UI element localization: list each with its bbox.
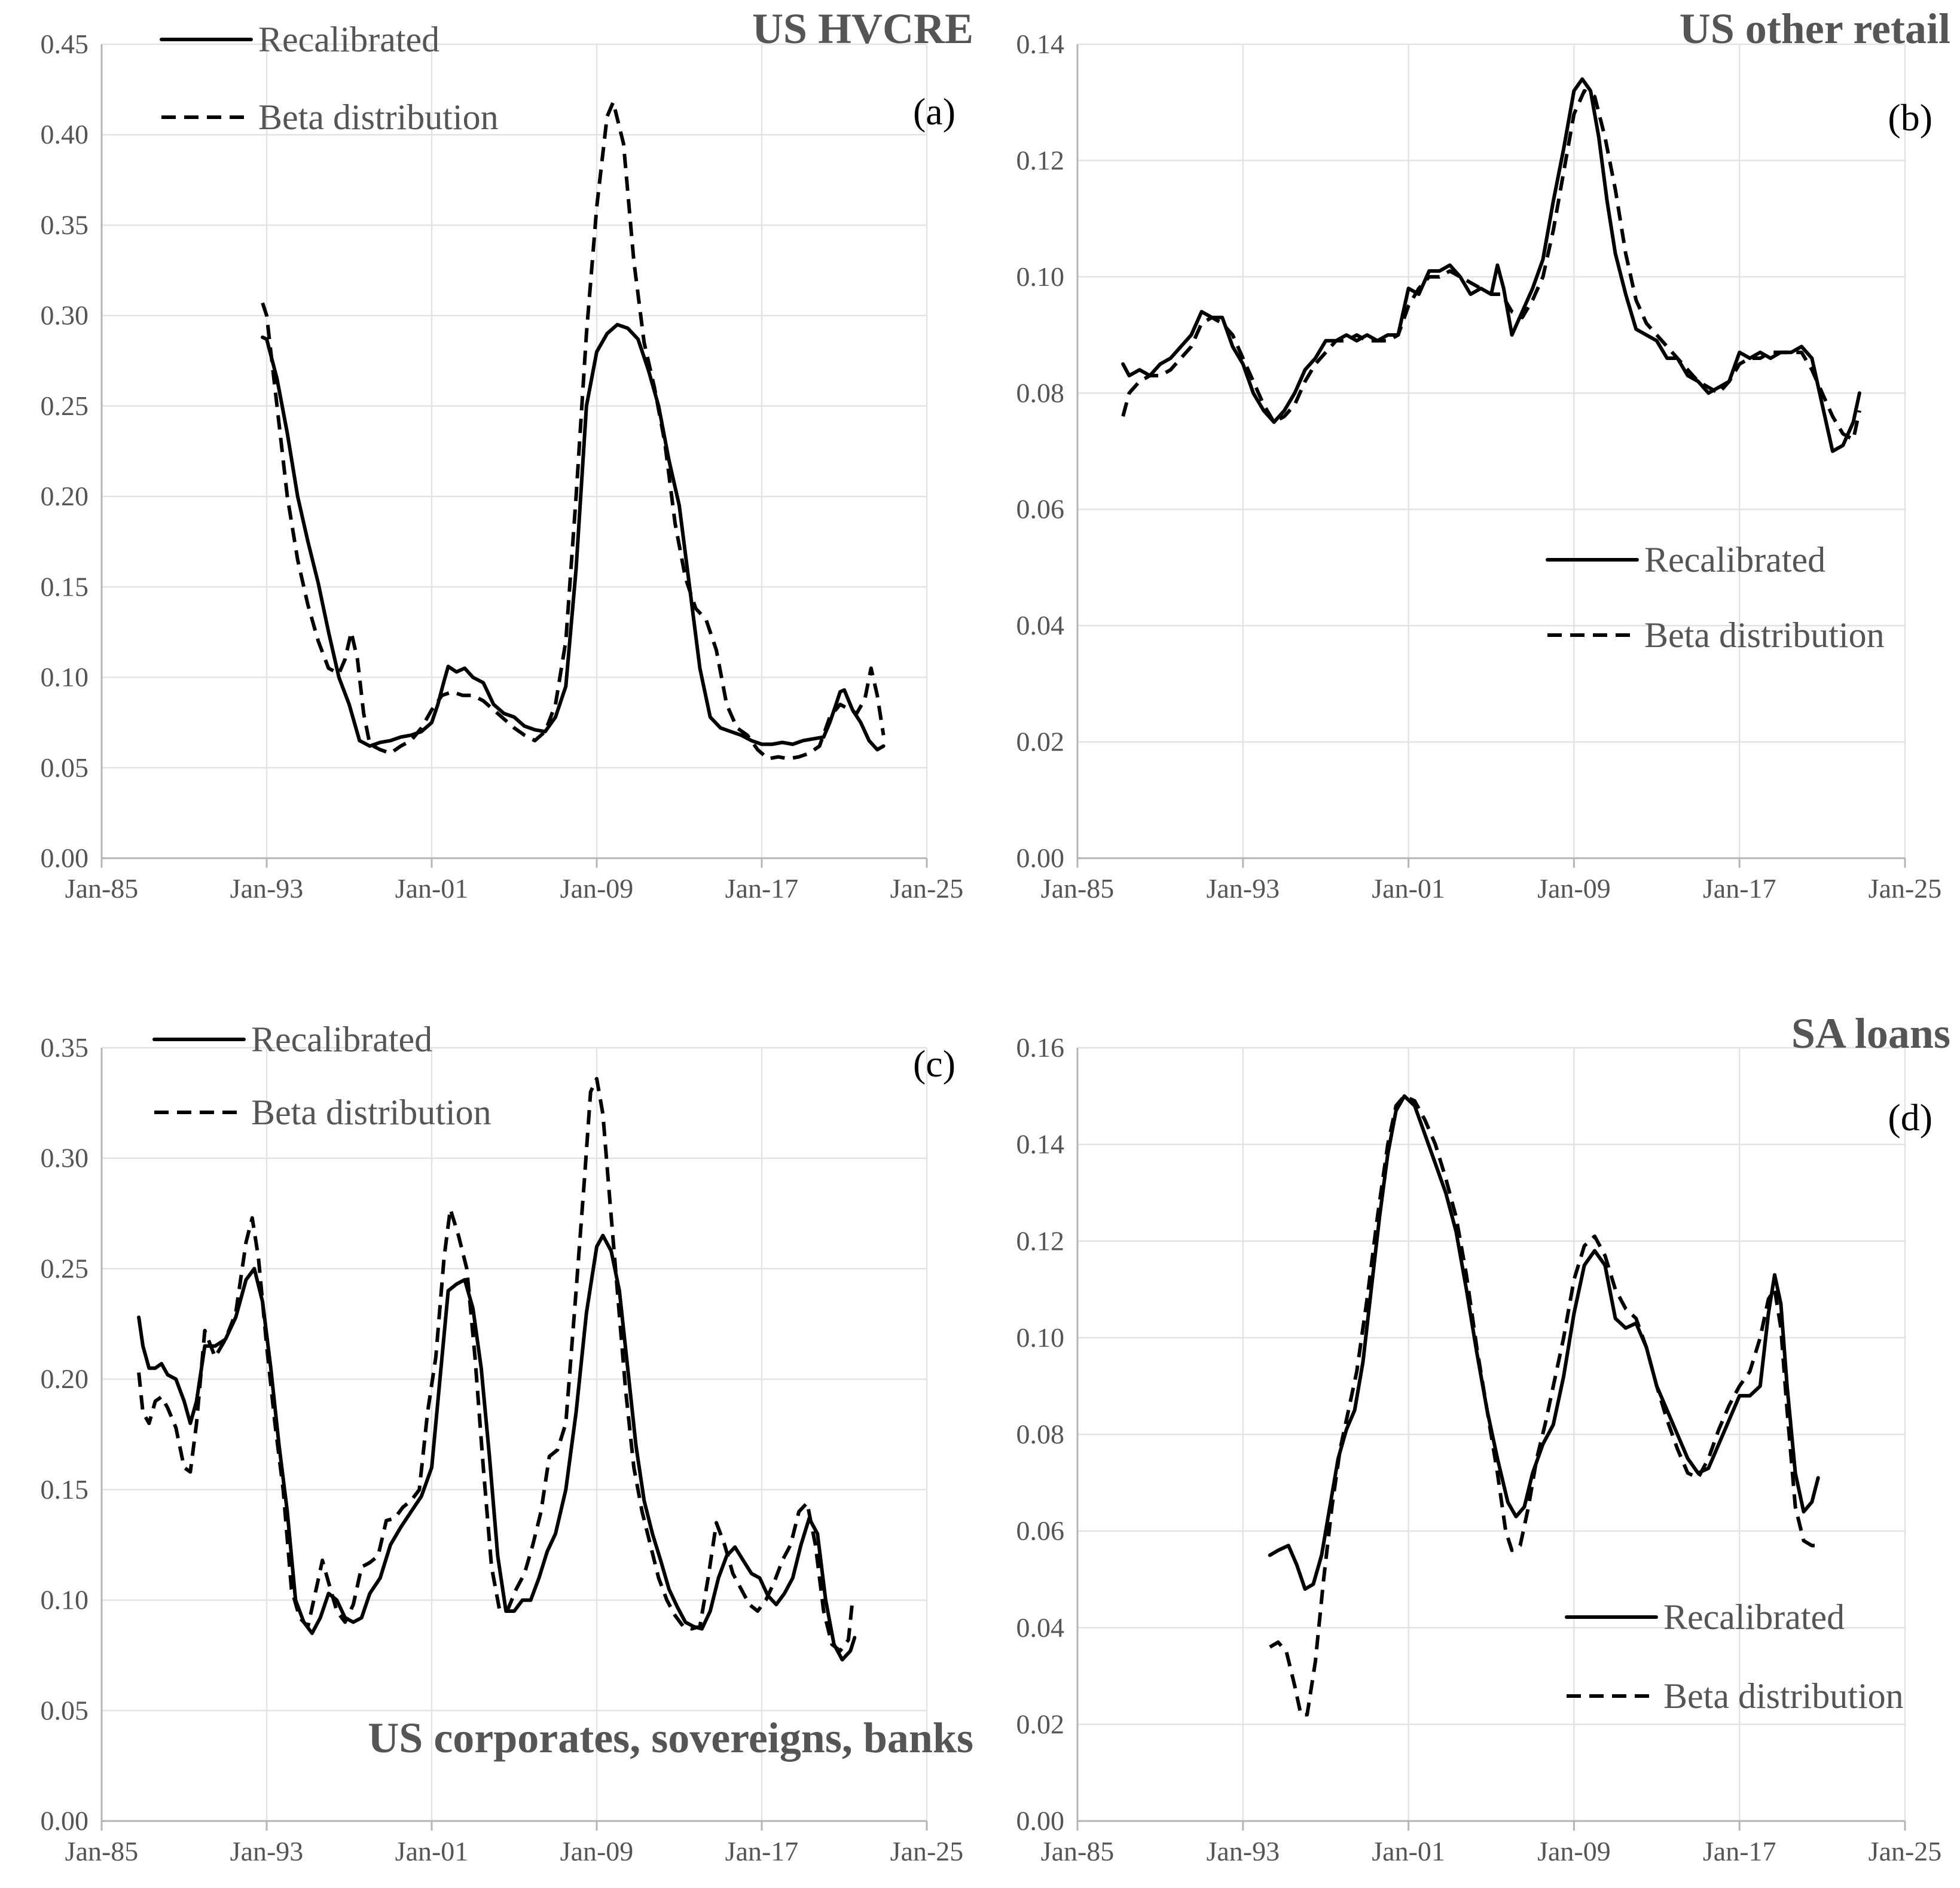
x-tick-label: Jan-01 [395,873,469,904]
y-tick-label: 0.10 [41,662,89,693]
y-tick-label: 0.08 [1016,1419,1065,1450]
y-tick-label: 0.06 [1016,494,1065,524]
y-tick-label: 0.10 [1016,261,1065,292]
x-tick-label: Jan-09 [1537,1836,1611,1866]
y-tick-label: 0.14 [1016,29,1065,59]
x-tick-label: Jan-09 [1537,873,1611,904]
x-tick-label: Jan-85 [1041,1836,1115,1866]
panel-label: (c) [913,1042,955,1085]
y-tick-label: 0.16 [1016,1032,1065,1063]
x-tick-label: Jan-85 [1041,873,1115,904]
y-tick-label: 0.20 [41,481,89,511]
series-line-beta-distribution [137,1076,854,1653]
legend-label-recalibrated: Recalibrated [258,20,439,59]
series-line-beta-distribution [1269,1094,1816,1717]
panel-d: 0.00 0.02 0.04 0.06 0.08 0.10 0.12 0.14 0.16 Jan… [1016,1009,1951,1866]
y-tick-label: 0.00 [41,843,89,873]
legend: Recalibrated Beta distribution [1565,1597,1904,1716]
legend-label-beta-distribution: Beta distribution [251,1093,491,1132]
series-line-beta-distribution [1121,89,1861,442]
y-tick-label: 0.00 [41,1805,89,1836]
legend-label-recalibrated: Recalibrated [1663,1597,1845,1637]
panel-a: 0.00 0.05 0.10 0.15 0.20 0.25 0.30 0.35 0.40 0.45… [41,5,974,904]
y-tick-label: 0.45 [41,29,89,59]
x-tick-label: Jan-17 [725,873,799,904]
y-tick-label: 0.14 [1016,1129,1065,1160]
legend-label-recalibrated: Recalibrated [251,1020,432,1059]
x-tick-label: Jan-01 [395,1836,469,1866]
legend-label-beta-distribution: Beta distribution [1644,615,1885,655]
y-tick-label: 0.04 [1016,1612,1065,1643]
y-tick-label: 0.30 [41,1143,89,1173]
panel-b: 0.00 0.02 0.04 0.06 0.08 0.10 0.12 0.14 Jan-85 J… [1016,5,1951,904]
y-tick-label: 0.05 [41,1695,89,1725]
series-line-beta-distribution [261,100,886,761]
x-tick-label: Jan-25 [890,1836,964,1866]
y-tick-label: 0.30 [41,300,89,331]
x-tick-label: Jan-25 [1869,873,1942,904]
series-line-recalibrated [261,322,886,752]
series-line-recalibrated [1268,1094,1820,1591]
y-tick-label: 0.10 [1016,1322,1065,1353]
x-tick-label: Jan-85 [65,1836,139,1866]
chart-title: US HVCRE [752,5,973,53]
y-tick-label: 0.15 [41,571,89,602]
x-tick-label: Jan-09 [560,1836,634,1866]
legend-label-beta-distribution: Beta distribution [258,97,499,137]
chart-title: US corporates, sovereigns, banks [368,1714,973,1762]
x-tick-label: Jan-17 [1703,1836,1776,1866]
y-tick-label: 0.04 [1016,610,1065,640]
x-tick-label: Jan-93 [1206,1836,1280,1866]
legend-label-beta-distribution: Beta distribution [1663,1676,1904,1716]
x-tick-label: Jan-01 [1372,873,1445,904]
panel-c: 0.00 0.05 0.10 0.15 0.20 0.25 0.30 0.35 Jan-85 J… [41,1020,974,1866]
legend: Recalibrated Beta distribution [152,1020,491,1132]
y-tick-label: 0.40 [41,119,89,150]
y-tick-label: 0.12 [1016,1225,1065,1256]
x-tick-label: Jan-17 [1703,873,1776,904]
x-tick-label: Jan-93 [230,873,304,904]
legend: Recalibrated Beta distribution [1546,540,1885,655]
legend-label-recalibrated: Recalibrated [1644,540,1825,579]
chart-title: SA loans [1791,1009,1950,1057]
y-tick-label: 0.02 [1016,727,1065,757]
y-tick-label: 0.25 [41,391,89,421]
x-tick-label: Jan-93 [230,1836,304,1866]
y-tick-label: 0.05 [41,752,89,783]
y-tick-label: 0.08 [1016,377,1065,408]
series-line-recalibrated [1121,77,1861,453]
y-tick-label: 0.00 [1016,843,1065,873]
x-tick-label: Jan-25 [1869,1836,1942,1866]
x-tick-label: Jan-85 [65,873,139,904]
y-tick-label: 0.20 [41,1364,89,1394]
panel-label: (d) [1888,1096,1932,1139]
y-tick-label: 0.35 [41,1032,89,1063]
y-tick-label: 0.02 [1016,1709,1065,1739]
x-tick-label: Jan-01 [1372,1836,1445,1866]
panel-label: (b) [1888,96,1932,139]
series-line-recalibrated [137,1234,857,1662]
y-tick-label: 0.06 [1016,1515,1065,1546]
y-tick-label: 0.10 [41,1585,89,1615]
x-tick-label: Jan-17 [725,1836,799,1866]
y-tick-label: 0.00 [1016,1805,1065,1836]
x-tick-label: Jan-25 [890,873,964,904]
panel-label: (a) [913,90,955,133]
y-tick-label: 0.15 [41,1474,89,1505]
y-tick-label: 0.35 [41,209,89,240]
y-tick-label: 0.12 [1016,145,1065,175]
x-tick-label: Jan-09 [560,873,634,904]
legend: Recalibrated Beta distribution [160,20,499,137]
x-tick-label: Jan-93 [1206,873,1280,904]
chart-title: US other retail [1680,5,1950,53]
y-tick-label: 0.25 [41,1253,89,1283]
